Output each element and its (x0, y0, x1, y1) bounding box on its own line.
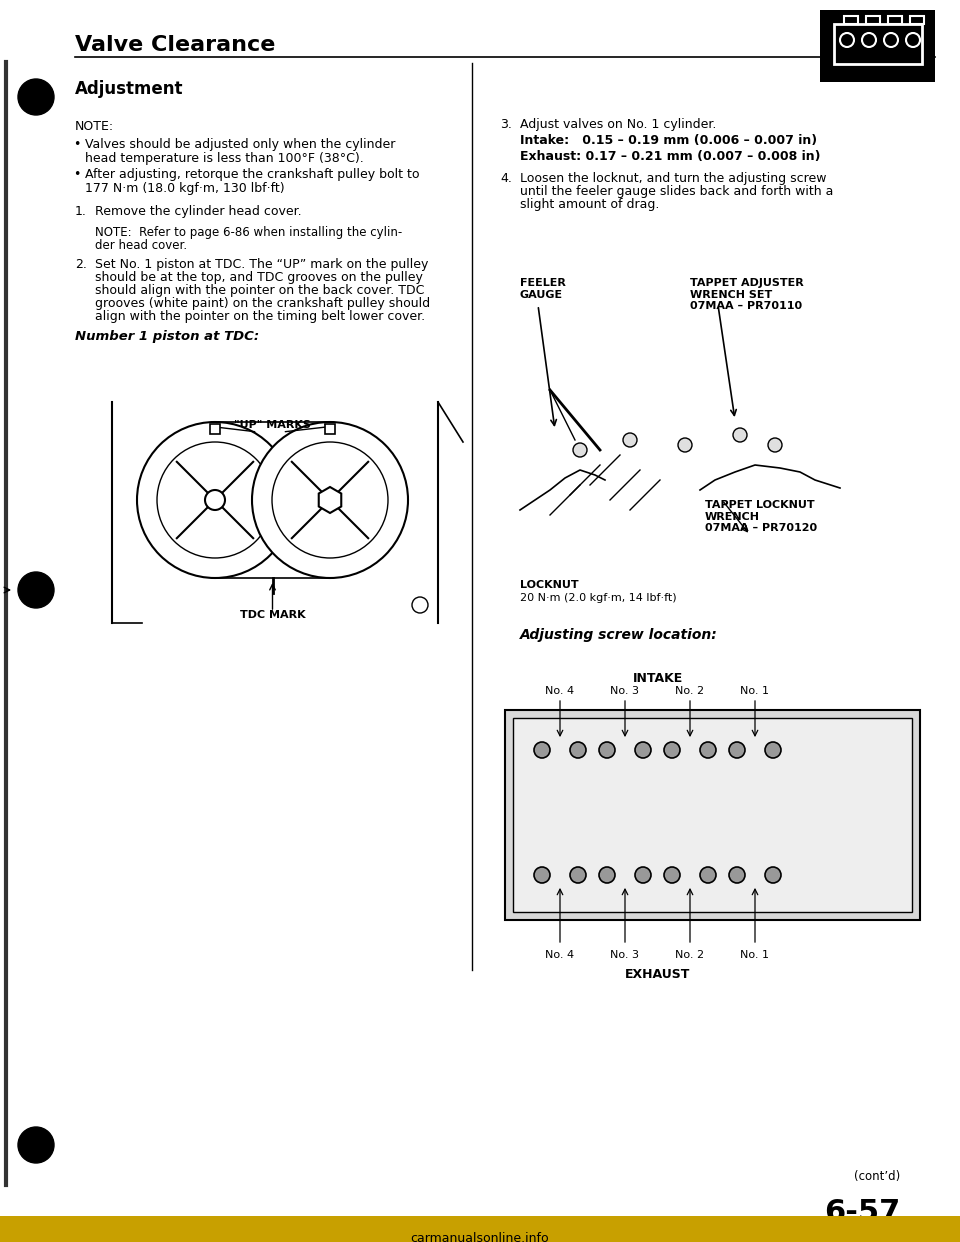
Text: Loosen the locknut, and turn the adjusting screw: Loosen the locknut, and turn the adjusti… (520, 171, 827, 185)
Text: head temperature is less than 100°F (38°C).: head temperature is less than 100°F (38°… (85, 152, 364, 165)
Text: No. 4: No. 4 (545, 686, 575, 696)
Text: carmanualsonline.info: carmanualsonline.info (411, 1232, 549, 1242)
Text: No. 1: No. 1 (740, 950, 770, 960)
Text: INTAKE: INTAKE (633, 672, 683, 686)
Text: Remove the cylinder head cover.: Remove the cylinder head cover. (95, 205, 301, 219)
Text: TAPPET LOCKNUT
WRENCH
07MAA – PR70120: TAPPET LOCKNUT WRENCH 07MAA – PR70120 (705, 501, 817, 533)
Circle shape (157, 442, 273, 558)
Text: Adjusting screw location:: Adjusting screw location: (520, 628, 718, 642)
Bar (513, 718, 912, 912)
Text: should align with the pointer on the back cover. TDC: should align with the pointer on the bac… (95, 284, 424, 297)
Circle shape (412, 597, 428, 614)
Text: TAPPET ADJUSTER
WRENCH SET
07MAA – PR70110: TAPPET ADJUSTER WRENCH SET 07MAA – PR701… (690, 278, 804, 312)
Text: EXHAUST: EXHAUST (625, 968, 690, 981)
Circle shape (272, 442, 388, 558)
Bar (210, 424, 220, 433)
Circle shape (205, 491, 225, 510)
Text: NOTE:  Refer to page 6-86 when installing the cylin-: NOTE: Refer to page 6-86 when installing… (95, 226, 402, 238)
Circle shape (729, 867, 745, 883)
Circle shape (573, 443, 587, 457)
Text: •: • (73, 138, 81, 152)
Text: Number 1 piston at TDC:: Number 1 piston at TDC: (75, 330, 259, 343)
Text: 2.: 2. (75, 258, 86, 271)
Text: grooves (white paint) on the crankshaft pulley should: grooves (white paint) on the crankshaft … (95, 297, 430, 310)
Text: "UP" MARKS: "UP" MARKS (234, 420, 311, 430)
Circle shape (252, 422, 408, 578)
Circle shape (765, 867, 781, 883)
Polygon shape (319, 487, 341, 513)
Bar (820, 10, 935, 82)
Text: (cont’d): (cont’d) (853, 1170, 900, 1182)
Text: No. 2: No. 2 (676, 686, 705, 696)
Text: should be at the top, and TDC grooves on the pulley: should be at the top, and TDC grooves on… (95, 271, 422, 284)
Circle shape (18, 79, 54, 116)
Text: No. 3: No. 3 (611, 686, 639, 696)
Circle shape (906, 34, 920, 47)
Circle shape (664, 867, 680, 883)
Text: •: • (73, 168, 81, 181)
Text: FEELER
GAUGE: FEELER GAUGE (520, 278, 565, 299)
Text: slight amount of drag.: slight amount of drag. (520, 197, 660, 211)
Bar (834, 24, 922, 65)
Circle shape (635, 867, 651, 883)
Bar (888, 16, 902, 24)
Text: No. 2: No. 2 (676, 950, 705, 960)
Circle shape (884, 34, 898, 47)
Circle shape (729, 741, 745, 758)
Circle shape (664, 741, 680, 758)
Bar (844, 16, 858, 24)
Text: Set No. 1 piston at TDC. The “UP” mark on the pulley: Set No. 1 piston at TDC. The “UP” mark o… (95, 258, 428, 271)
Circle shape (599, 741, 615, 758)
Text: Intake:   0.15 – 0.19 mm (0.006 – 0.007 in): Intake: 0.15 – 0.19 mm (0.006 – 0.007 in… (520, 134, 817, 147)
Text: 177 N·m (18.0 kgf·m, 130 lbf·ft): 177 N·m (18.0 kgf·m, 130 lbf·ft) (85, 183, 284, 195)
Circle shape (635, 741, 651, 758)
Circle shape (765, 741, 781, 758)
Text: until the feeler gauge slides back and forth with a: until the feeler gauge slides back and f… (520, 185, 833, 197)
Circle shape (18, 573, 54, 609)
Bar (910, 16, 924, 24)
Text: 20 N·m (2.0 kgf·m, 14 lbf·ft): 20 N·m (2.0 kgf·m, 14 lbf·ft) (520, 592, 677, 604)
Text: No. 4: No. 4 (545, 950, 575, 960)
Text: Exhaust: 0.17 – 0.21 mm (0.007 – 0.008 in): Exhaust: 0.17 – 0.21 mm (0.007 – 0.008 i… (520, 150, 821, 163)
Circle shape (534, 867, 550, 883)
Circle shape (570, 867, 586, 883)
Text: der head cover.: der head cover. (95, 238, 187, 252)
Circle shape (700, 867, 716, 883)
Circle shape (18, 1126, 54, 1163)
Text: Adjust valves on No. 1 cylinder.: Adjust valves on No. 1 cylinder. (520, 118, 716, 130)
Text: NOTE:: NOTE: (75, 120, 114, 133)
Circle shape (733, 428, 747, 442)
Text: 1.: 1. (75, 205, 86, 219)
Bar (325, 424, 335, 433)
Bar (0, 1216, 960, 1242)
Circle shape (678, 438, 692, 452)
Bar (866, 16, 880, 24)
Text: No. 3: No. 3 (611, 950, 639, 960)
Text: No. 1: No. 1 (740, 686, 770, 696)
Text: After adjusting, retorque the crankshaft pulley bolt to: After adjusting, retorque the crankshaft… (85, 168, 420, 181)
Text: 6-57: 6-57 (824, 1199, 900, 1227)
Text: Adjustment: Adjustment (75, 79, 183, 98)
Bar (505, 710, 920, 920)
Circle shape (862, 34, 876, 47)
Text: TDC MARK: TDC MARK (240, 610, 305, 620)
Text: Valve Clearance: Valve Clearance (75, 35, 276, 55)
Text: align with the pointer on the timing belt lower cover.: align with the pointer on the timing bel… (95, 310, 425, 323)
Text: Valves should be adjusted only when the cylinder: Valves should be adjusted only when the … (85, 138, 396, 152)
Text: LOCKNUT: LOCKNUT (520, 580, 579, 590)
Circle shape (137, 422, 293, 578)
Circle shape (840, 34, 854, 47)
Circle shape (570, 741, 586, 758)
Circle shape (700, 741, 716, 758)
Circle shape (623, 433, 637, 447)
Text: 3.: 3. (500, 118, 512, 130)
Text: 4.: 4. (500, 171, 512, 185)
Circle shape (534, 741, 550, 758)
Circle shape (599, 867, 615, 883)
Circle shape (768, 438, 782, 452)
